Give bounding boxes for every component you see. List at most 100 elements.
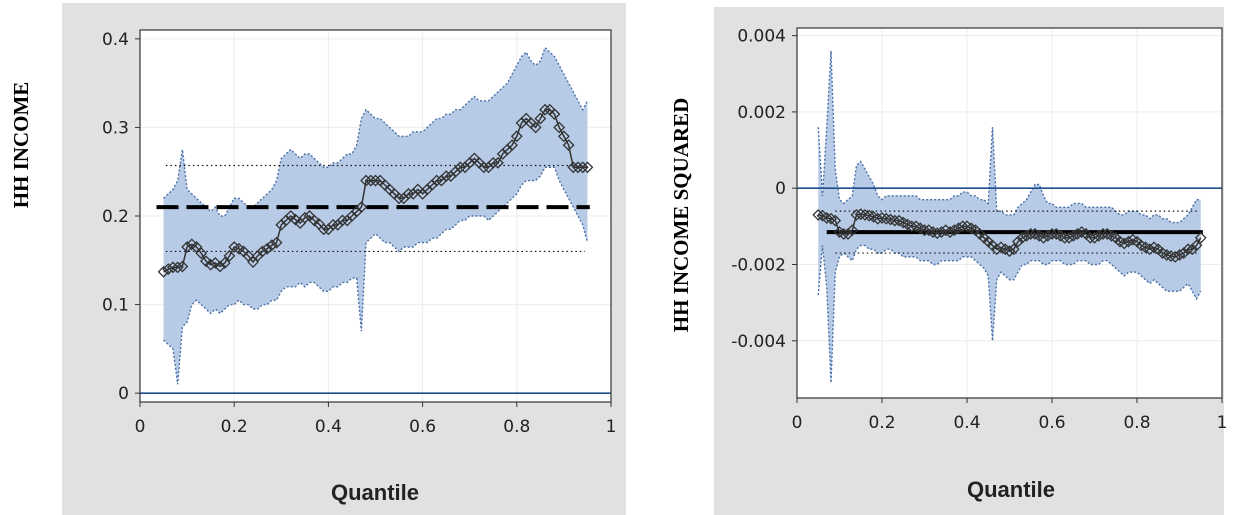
- chart-0-data-point: [181, 241, 194, 253]
- chart-1-data-point: [1012, 235, 1024, 248]
- chart-0-x-tick-label: 0.8: [503, 417, 530, 437]
- chart-1-data-point: [918, 224, 931, 237]
- chart-0-band-upper-edge: [163, 46, 589, 217]
- chart-1-y-tick-label: -0.002: [731, 255, 786, 275]
- chart-0-y-tick-label: 0.1: [102, 296, 129, 316]
- chart-0-data-point: [562, 139, 575, 152]
- chart-0-data-point: [369, 174, 382, 187]
- chart-0-data-point: [289, 213, 302, 226]
- chart-1-data-point: [888, 214, 901, 227]
- chart-0-data-point: [567, 161, 580, 174]
- chart-0-data-point: [176, 260, 189, 273]
- chart-0-data-point: [256, 245, 269, 258]
- chart-0-data-point: [308, 214, 321, 227]
- chart-1-data-point: [871, 212, 884, 225]
- chart-0-data-point: [270, 236, 283, 249]
- chart-1-x-tick-label: 0.2: [868, 413, 895, 433]
- chart-0-data-point: [218, 257, 231, 269]
- chart-1-data-point: [837, 228, 850, 240]
- chart-1-data-point: [842, 228, 854, 240]
- chart-1-data-point: [820, 212, 833, 224]
- chart-0-data-point: [539, 103, 551, 116]
- chart-1-data-point: [812, 208, 825, 221]
- chart-0-data-point: [492, 156, 504, 169]
- chart-1-y-tick-label: 0.004: [737, 27, 786, 47]
- chart-0-data-point: [529, 121, 542, 134]
- chart-0-data-point: [204, 258, 217, 271]
- chart-1-data-point: [905, 220, 918, 233]
- chart-0-data-point: [576, 161, 589, 174]
- chart-1-data-point: [1160, 249, 1173, 261]
- chart-1-data-point: [1173, 249, 1186, 261]
- chart-0-data-point: [157, 265, 170, 278]
- chart-0-x-tick-label: 0.4: [315, 417, 342, 437]
- chart-1-data-point: [1097, 228, 1109, 240]
- chart-1-data-point: [829, 214, 842, 227]
- chart-0-data-point: [195, 247, 208, 260]
- chart-1-data-point: [876, 212, 888, 224]
- chart-0-x-tick-label: 0: [135, 417, 146, 437]
- chart-0-data-point: [402, 187, 415, 200]
- chart-0-data-point: [200, 255, 212, 268]
- chart-1-y-tick-label: 0: [775, 179, 786, 199]
- chart-0-data-point: [430, 174, 443, 187]
- chart-0-y-tick-label: 0.4: [102, 30, 129, 50]
- chart-0-data-point: [477, 161, 490, 174]
- chart-1-data-point: [1003, 245, 1016, 258]
- chart-1-data-point: [1118, 237, 1131, 250]
- chart-0-data-point: [393, 192, 405, 205]
- chart-1-data-point: [1071, 228, 1084, 240]
- chart-0-y-tick-label: 0: [118, 384, 129, 404]
- chart-0-data-point: [506, 139, 519, 152]
- chart-1-data-point: [1182, 243, 1194, 256]
- chart-0-x-tick-label: 1: [606, 417, 617, 437]
- chart-1-data-point: [1169, 250, 1182, 263]
- chart-1-x-tick-label: 0.4: [953, 413, 980, 433]
- chart-1-data-point: [1037, 231, 1050, 244]
- chart-0-data-point: [355, 201, 368, 214]
- chart-1-data-point: [990, 243, 1003, 256]
- chart-1-data-point: [1088, 231, 1101, 244]
- chart-0-x-tick-label: 0.2: [221, 417, 248, 437]
- chart-0-data-point: [534, 112, 547, 125]
- chart-1-data-point: [1186, 243, 1199, 256]
- chart-1-data-point: [944, 226, 956, 238]
- chart-1-data-point: [1007, 243, 1020, 256]
- chart-1-x-axis-title: Quantile: [967, 477, 1055, 502]
- chart-1-data-point: [1046, 228, 1058, 240]
- chart-0-data-point: [162, 263, 175, 276]
- chart-0-data-point: [454, 161, 467, 174]
- chart-0-data-point: [440, 170, 453, 183]
- chart-0-data-point: [261, 242, 274, 255]
- chart-1-data-point: [854, 208, 867, 221]
- chart-1-data-point: [846, 224, 859, 237]
- chart-1-data-point: [1024, 228, 1037, 240]
- chart-0-x-tick-label: 0.6: [409, 417, 436, 437]
- chart-0-data-point: [167, 261, 179, 274]
- chart-0-y-tick-label: 0.3: [102, 118, 129, 138]
- chart-0-x-axis-title: Quantile: [331, 480, 419, 505]
- chart-0-data-point: [317, 223, 330, 236]
- chart-1-y-tick-label: 0.002: [737, 103, 786, 123]
- chart-0-data-point: [336, 214, 349, 227]
- chart-1-confidence-band: [818, 50, 1201, 383]
- chart-1-plot-frame: [796, 27, 1223, 399]
- chart-0-data-point: [548, 108, 561, 121]
- chart-0-data-point: [581, 161, 594, 174]
- chart-1-data-point: [1063, 231, 1075, 244]
- chart-0-data-point: [214, 260, 226, 273]
- chart-1-data-point: [884, 213, 897, 226]
- chart-1-data-point: [935, 226, 948, 238]
- chart-1-x-tick-label: 0.8: [1123, 413, 1150, 433]
- chart-0-data-point: [553, 121, 566, 134]
- chart-1-data-point: [880, 212, 893, 225]
- chart-0-data-point: [284, 210, 297, 222]
- chart-1-data-point: [931, 227, 944, 240]
- chart-1-data-point: [1122, 235, 1135, 248]
- chart-1-data-point: [1177, 247, 1190, 259]
- chart-0-data-point: [223, 249, 236, 262]
- chart-1-data-point: [1016, 231, 1029, 244]
- chart-1-data-point: [956, 220, 969, 233]
